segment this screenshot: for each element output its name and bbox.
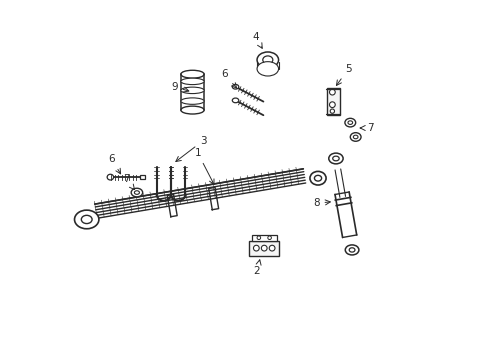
Ellipse shape — [232, 85, 238, 89]
Ellipse shape — [328, 153, 343, 164]
Text: 9: 9 — [171, 82, 188, 92]
Circle shape — [261, 245, 266, 251]
Ellipse shape — [262, 56, 272, 64]
Ellipse shape — [349, 133, 360, 141]
Ellipse shape — [332, 156, 339, 161]
Ellipse shape — [181, 106, 203, 114]
Circle shape — [329, 89, 335, 95]
Ellipse shape — [181, 78, 203, 85]
Circle shape — [329, 102, 335, 108]
Ellipse shape — [257, 62, 278, 76]
Circle shape — [257, 236, 260, 239]
Ellipse shape — [314, 175, 321, 181]
Ellipse shape — [107, 174, 113, 180]
Circle shape — [253, 245, 259, 251]
Text: 5: 5 — [336, 64, 351, 85]
Text: 6: 6 — [221, 69, 236, 88]
Text: 6: 6 — [108, 154, 121, 174]
Ellipse shape — [134, 191, 139, 194]
Ellipse shape — [348, 248, 354, 252]
Circle shape — [329, 109, 334, 113]
Bar — [248, 240, 279, 256]
Text: 7: 7 — [360, 123, 372, 133]
Circle shape — [267, 236, 271, 239]
Ellipse shape — [131, 188, 142, 197]
Text: 8: 8 — [312, 198, 329, 208]
Text: 2: 2 — [253, 260, 261, 276]
Bar — [326, 88, 339, 115]
Ellipse shape — [309, 171, 325, 185]
Text: 1: 1 — [194, 148, 214, 184]
Text: 7: 7 — [122, 174, 134, 190]
Ellipse shape — [181, 98, 203, 104]
Ellipse shape — [347, 121, 352, 125]
Ellipse shape — [74, 210, 99, 229]
Ellipse shape — [257, 52, 278, 68]
Ellipse shape — [181, 70, 203, 78]
Circle shape — [269, 245, 274, 251]
Ellipse shape — [345, 245, 358, 255]
Bar — [140, 175, 144, 179]
Ellipse shape — [81, 215, 92, 224]
Bar — [251, 235, 276, 240]
Ellipse shape — [232, 98, 238, 103]
Ellipse shape — [353, 135, 357, 139]
Ellipse shape — [181, 87, 203, 94]
Ellipse shape — [344, 118, 355, 127]
Text: 4: 4 — [251, 32, 262, 48]
Text: 3: 3 — [176, 136, 206, 162]
